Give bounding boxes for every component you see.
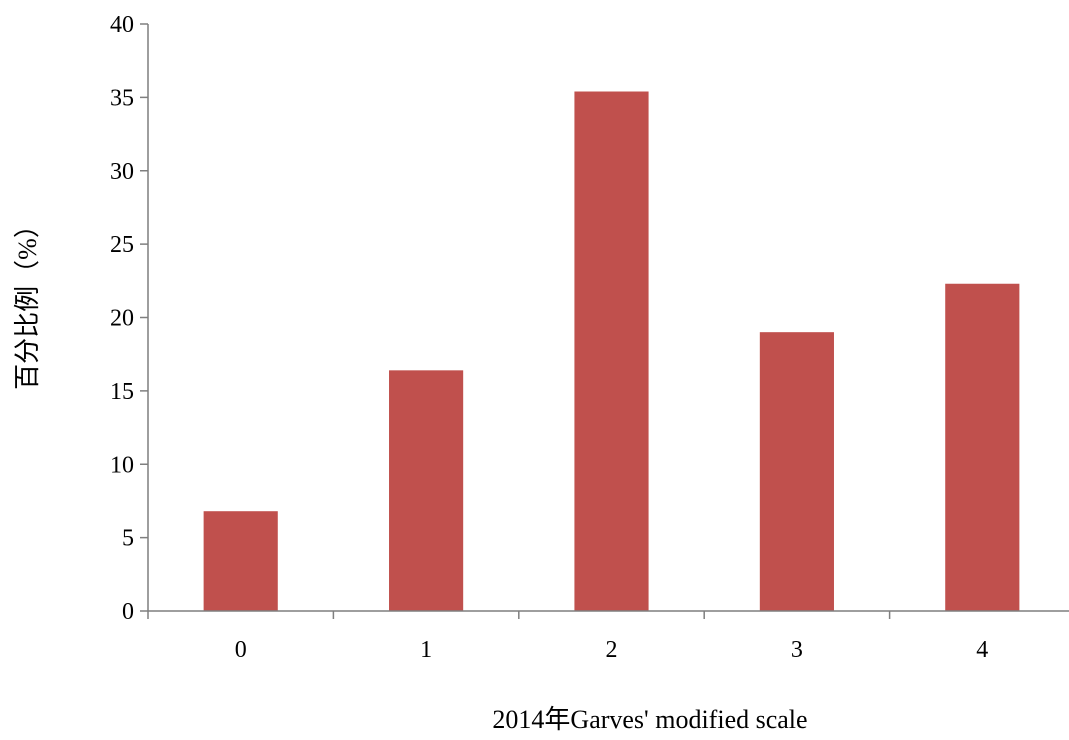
y-axis-ticks: 0 5 10 15 20 25 30 35 40 [110,12,148,625]
x-axis-ticks: 0 1 2 3 4 [147,611,988,663]
bar [389,370,464,611]
x-axis-title: 2014年Garves' modified scale [492,705,807,734]
y-tick-label: 0 [122,599,134,625]
bars [203,91,1020,611]
y-tick-label: 25 [110,232,134,258]
y-tick-label: 40 [110,12,134,38]
x-tick-label: 2 [606,637,618,663]
bar [945,283,1020,611]
y-tick-label: 15 [110,379,134,405]
y-tick-label: 35 [110,85,134,111]
bar [203,511,278,611]
bar [759,332,834,611]
y-tick-label: 30 [110,159,134,185]
x-tick-label: 1 [420,637,432,663]
y-tick-label: 5 [122,526,134,552]
bar [574,91,649,611]
x-tick-label: 4 [976,637,988,663]
y-tick-label: 10 [110,452,134,478]
y-axis-title: 百分比例（%） [13,212,42,390]
x-tick-label: 0 [235,637,247,663]
x-tick-label: 3 [791,637,803,663]
y-tick-label: 20 [110,306,134,332]
